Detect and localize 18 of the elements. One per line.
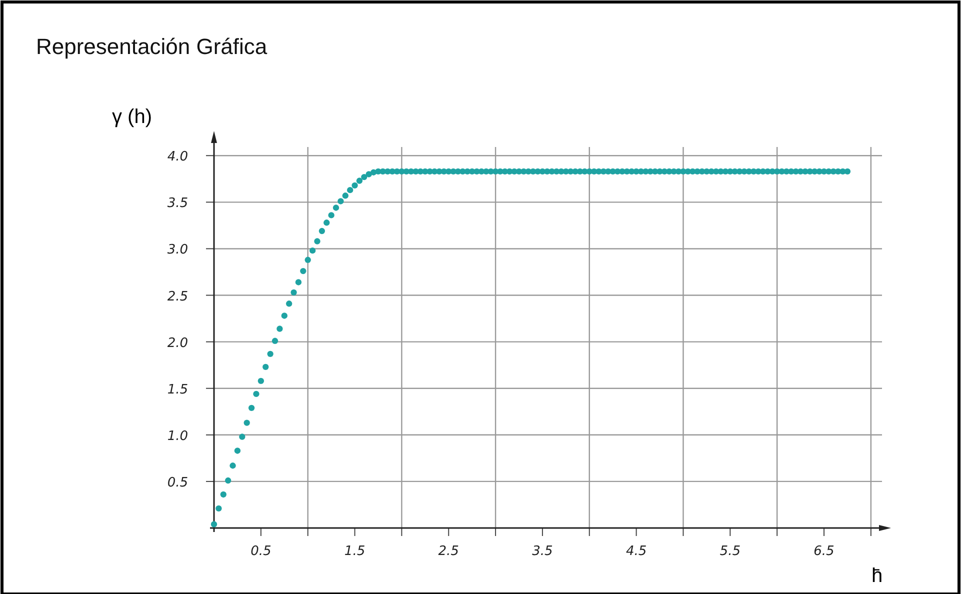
y-tick-label: 3.0	[167, 242, 188, 258]
x-tick-label: 3.5	[532, 544, 553, 559]
y-tick-label: 0.5	[167, 475, 188, 490]
x-tick-label: 1.5	[344, 544, 366, 559]
chart-title: Representación Gráfica	[36, 34, 268, 59]
y-axis-title: γ (h)	[112, 106, 152, 128]
y-tick-label: 2.0	[167, 336, 188, 351]
x-tick-label: 5.5	[720, 544, 740, 559]
x-tick-label: 4.5	[626, 544, 647, 559]
x-tick-label: 6.5	[814, 544, 834, 559]
y-tick-label: 4.0	[167, 150, 188, 165]
y-tick-label: 2.5	[167, 289, 188, 304]
x-tick-label: 0.5	[250, 544, 272, 559]
y-tick-label: 1.0	[167, 428, 188, 444]
x-axis-title: h̄	[871, 565, 883, 587]
y-tick-label: 1.5	[167, 382, 188, 398]
x-tick-label: 2.5	[438, 544, 459, 559]
y-tick-label: 3.5	[167, 196, 188, 212]
